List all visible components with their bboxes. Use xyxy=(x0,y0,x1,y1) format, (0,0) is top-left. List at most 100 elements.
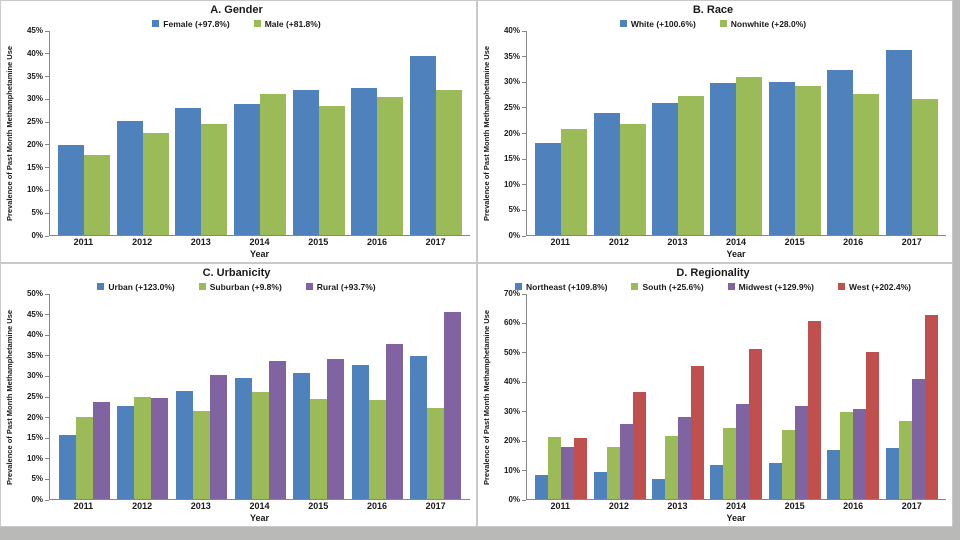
y-tick-mark xyxy=(522,293,526,295)
y-tick-mark xyxy=(522,81,526,83)
bar-nonwhite-2011 xyxy=(561,128,588,235)
bar-group-2014 xyxy=(231,31,290,235)
bar-white-2015 xyxy=(768,81,795,235)
y-tick-label: 30% xyxy=(27,95,49,103)
y-tick-label: 0% xyxy=(31,496,49,504)
x-tick-label: 2011 xyxy=(73,237,94,247)
legend-swatch-icon xyxy=(619,20,627,27)
bar-white-2011 xyxy=(535,142,562,235)
legend-item: Nonwhite (+28.0%) xyxy=(719,19,806,29)
bar-female-2011 xyxy=(58,144,85,235)
bar-female-2014 xyxy=(234,103,261,235)
y-tick-label: 10% xyxy=(27,186,49,194)
y-tick-label: 30% xyxy=(27,372,49,380)
y-tick-label: 70% xyxy=(504,290,526,298)
bar-nonwhite-2015 xyxy=(794,86,821,235)
bar-south-2016 xyxy=(840,411,854,499)
bar-midwest-2013 xyxy=(678,417,692,499)
bar-group-2013 xyxy=(649,31,707,235)
bar-white-2014 xyxy=(710,83,737,235)
bar-urban-2017 xyxy=(410,356,428,499)
bar-female-2016 xyxy=(351,88,378,235)
bar-rural-2011 xyxy=(92,402,110,499)
x-tick-label: 2016 xyxy=(843,237,864,247)
bar-group-2013 xyxy=(172,31,231,235)
y-tick-mark xyxy=(45,235,49,237)
bar-urban-2013 xyxy=(175,390,193,499)
y-tick-mark xyxy=(522,158,526,160)
x-tick-label: 2016 xyxy=(366,501,387,511)
legend-item: Male (+81.8%) xyxy=(253,19,321,29)
y-tick-mark xyxy=(45,478,49,480)
y-tick-label: 10% xyxy=(504,466,526,475)
bar-west-2015 xyxy=(807,320,821,499)
x-tick-label: 2012 xyxy=(132,237,153,247)
chart-legend: Northeast (+109.8%) South (+25.6%) Midwest… xyxy=(480,280,946,293)
y-tick-mark xyxy=(522,352,526,354)
bar-midwest-2015 xyxy=(794,405,808,499)
bar-group-2011 xyxy=(532,31,590,235)
y-axis-ticks: 45% 40% 35% 30% 25% 20% 15% 10% 5% 0% xyxy=(16,27,49,240)
y-tick-mark xyxy=(522,30,526,32)
y-tick-label: 0% xyxy=(31,232,49,240)
bar-suburban-2015 xyxy=(310,399,328,499)
chart-body: Prevalence of Past Month Methamphetamine… xyxy=(3,27,470,240)
y-tick-label: 60% xyxy=(504,319,526,327)
bar-nonwhite-2014 xyxy=(736,76,763,235)
y-tick-mark xyxy=(45,417,49,419)
bar-suburban-2014 xyxy=(251,391,269,499)
legend-item: South (+25.6%) xyxy=(631,282,704,292)
x-tick-label: 2014 xyxy=(726,237,747,247)
bar-suburban-2012 xyxy=(134,396,152,499)
bar-south-2011 xyxy=(548,437,562,499)
legend-swatch-icon xyxy=(838,283,846,290)
bar-west-2013 xyxy=(691,365,705,499)
bar-south-2015 xyxy=(781,430,795,499)
bar-male-2015 xyxy=(318,106,345,235)
bar-male-2012 xyxy=(142,133,169,235)
y-tick-label: 40% xyxy=(27,49,49,58)
x-tick-label: 2014 xyxy=(249,237,270,247)
bar-male-2011 xyxy=(84,155,111,235)
legend-label: Rural (+93.7%) xyxy=(316,281,376,292)
bar-group-2015 xyxy=(289,31,348,235)
y-tick-mark xyxy=(522,184,526,186)
x-axis-title: Year xyxy=(249,513,270,523)
plot-area xyxy=(49,31,470,236)
x-tick-label: 2013 xyxy=(667,501,688,511)
bar-nonwhite-2012 xyxy=(619,123,646,235)
y-tick-mark xyxy=(45,53,49,55)
legend-swatch-icon xyxy=(152,20,160,27)
bar-south-2014 xyxy=(723,428,737,499)
y-axis-title: Prevalence of Past Month Methamphetamine… xyxy=(482,309,491,485)
y-tick-mark xyxy=(45,499,49,501)
bar-west-2012 xyxy=(632,392,646,499)
y-tick-label: 0% xyxy=(508,496,526,504)
chart-panel-urbanicity: C. Urbanicity Urban (+123.0%) Suburban (+… xyxy=(0,263,477,527)
x-tick-label: 2015 xyxy=(784,501,805,511)
chart-panel-gender: A. Gender Female (+97.8%) Male (+81.8%) P… xyxy=(0,0,477,263)
y-tick-label: 15% xyxy=(27,163,49,172)
legend-item: Suburban (+9.8%) xyxy=(198,282,282,292)
legend-item: White (+100.6%) xyxy=(619,19,696,29)
bar-group-2014 xyxy=(707,294,765,499)
bar-rural-2015 xyxy=(327,358,345,499)
bar-northeast-2013 xyxy=(652,479,666,499)
legend-item: Northeast (+109.8%) xyxy=(514,282,607,292)
bar-group-2016 xyxy=(824,294,882,499)
x-tick-label: 2017 xyxy=(425,501,446,511)
y-tick-mark xyxy=(45,167,49,169)
y-tick-label: 35% xyxy=(504,52,526,61)
legend-swatch-icon xyxy=(253,20,261,27)
bar-rural-2014 xyxy=(268,361,286,499)
x-tick-label: 2017 xyxy=(901,237,922,247)
y-tick-mark xyxy=(45,334,49,336)
chart-title: B. Race xyxy=(692,4,734,16)
bar-rural-2017 xyxy=(444,311,462,499)
legend-swatch-icon xyxy=(631,283,639,290)
y-axis-ticks: 70% 60% 50% 40% 30% 20% 10% 0% xyxy=(493,290,526,504)
x-tick-label: 2011 xyxy=(73,501,94,511)
y-tick-mark xyxy=(522,381,526,383)
y-tick-mark xyxy=(522,209,526,211)
bar-group-2012 xyxy=(590,31,648,235)
